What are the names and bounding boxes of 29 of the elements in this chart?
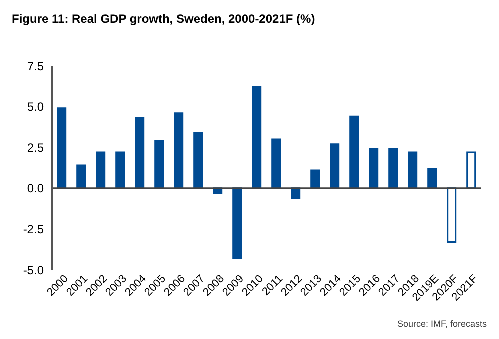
bar [310, 170, 320, 190]
y-tick-label: 0.0 [27, 182, 44, 196]
bar [447, 188, 457, 244]
y-tick-label: -5.0 [23, 263, 44, 278]
bar [388, 148, 398, 190]
bar [408, 152, 418, 190]
bar [174, 112, 184, 190]
bar [428, 168, 438, 190]
bar [350, 116, 360, 190]
y-tick-label: 2.5 [27, 140, 44, 155]
y-tick-label: -2.5 [23, 222, 44, 236]
bar [96, 152, 106, 190]
y-tick-label: 5.0 [27, 100, 44, 114]
bar [252, 86, 262, 190]
bar [291, 188, 301, 199]
bar [116, 152, 126, 190]
source-note: Source: IMF, forecasts [397, 319, 487, 329]
y-tick-label: 7.5 [27, 59, 44, 74]
bar [330, 144, 340, 190]
bar [272, 138, 282, 190]
bar [194, 132, 204, 190]
bar [232, 188, 242, 260]
bar [57, 108, 67, 190]
bar [135, 117, 145, 190]
chart-title: Figure 11: Real GDP growth, Sweden, 2000-2021F (%) [12, 12, 316, 26]
bar [76, 164, 86, 190]
bar [466, 152, 476, 190]
bar [154, 140, 164, 190]
bar [369, 148, 379, 190]
